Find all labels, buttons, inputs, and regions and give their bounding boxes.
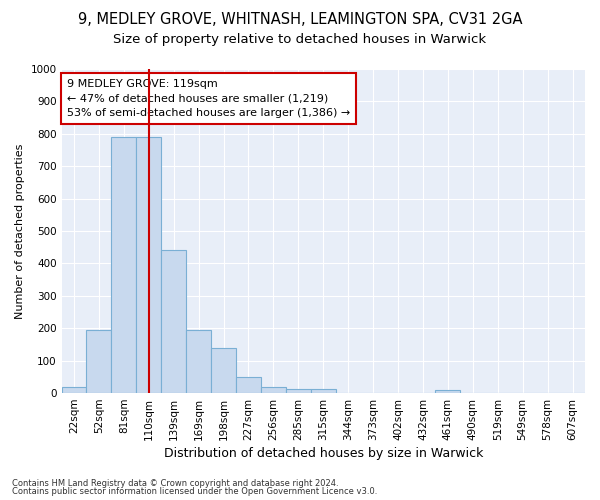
- X-axis label: Distribution of detached houses by size in Warwick: Distribution of detached houses by size …: [164, 447, 483, 460]
- Bar: [211, 348, 236, 393]
- Text: Contains HM Land Registry data © Crown copyright and database right 2024.: Contains HM Land Registry data © Crown c…: [12, 478, 338, 488]
- Bar: [161, 250, 186, 393]
- Text: Size of property relative to detached houses in Warwick: Size of property relative to detached ho…: [113, 32, 487, 46]
- Bar: [186, 330, 211, 393]
- Y-axis label: Number of detached properties: Number of detached properties: [15, 144, 25, 318]
- Bar: [286, 389, 311, 393]
- Bar: [236, 377, 261, 393]
- Bar: [62, 386, 86, 393]
- Bar: [112, 137, 136, 393]
- Bar: [261, 387, 286, 393]
- Text: 9, MEDLEY GROVE, WHITNASH, LEAMINGTON SPA, CV31 2GA: 9, MEDLEY GROVE, WHITNASH, LEAMINGTON SP…: [78, 12, 522, 28]
- Text: 9 MEDLEY GROVE: 119sqm
← 47% of detached houses are smaller (1,219)
53% of semi-: 9 MEDLEY GROVE: 119sqm ← 47% of detached…: [67, 78, 350, 118]
- Bar: [311, 389, 336, 393]
- Bar: [136, 137, 161, 393]
- Text: Contains public sector information licensed under the Open Government Licence v3: Contains public sector information licen…: [12, 487, 377, 496]
- Bar: [436, 390, 460, 393]
- Bar: [86, 330, 112, 393]
